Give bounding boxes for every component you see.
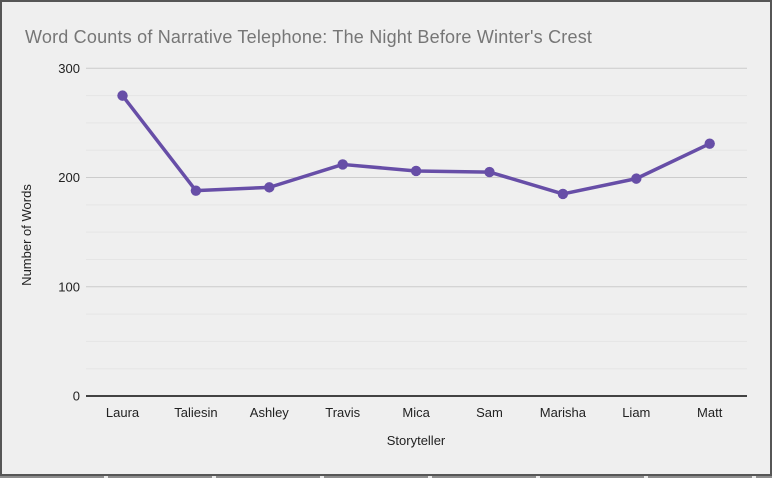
data-point-matt[interactable] <box>704 138 715 149</box>
data-point-liam[interactable] <box>631 173 642 184</box>
data-point-marisha[interactable] <box>557 188 569 200</box>
minor-gridlines <box>86 95 747 370</box>
data-point-mica[interactable] <box>410 165 422 177</box>
series-points <box>117 90 715 200</box>
x-tick-label: Matt <box>697 405 723 420</box>
y-axis-tick-labels: 0 100 200 300 <box>58 61 80 404</box>
sheet-row-sliver <box>0 476 772 478</box>
x-tick-label: Sam <box>476 405 503 420</box>
data-point-ashley[interactable] <box>264 182 275 193</box>
x-tick-label: Ashley <box>250 405 290 420</box>
x-tick-label: Travis <box>325 405 360 420</box>
x-tick-label: Mica <box>402 405 430 420</box>
data-point-travis[interactable] <box>337 159 348 170</box>
x-axis-tick-labels: Laura Taliesin Ashley Travis Mica Sam Marisha L… <box>106 405 723 420</box>
y-tick-label: 200 <box>58 170 80 185</box>
data-point-sam[interactable] <box>484 166 495 178</box>
y-tick-label: 0 <box>73 389 80 404</box>
x-tick-label: Marisha <box>540 405 587 420</box>
y-tick-label: 300 <box>58 61 80 76</box>
series-line <box>120 93 712 196</box>
y-tick-label: 100 <box>58 279 80 294</box>
data-point-taliesin[interactable] <box>190 185 202 196</box>
chart-title: Word Counts of Narrative Telephone: The … <box>25 27 593 47</box>
x-axis-title: Storyteller <box>387 433 446 448</box>
data-point-laura[interactable] <box>117 90 128 101</box>
x-tick-label: Liam <box>622 405 650 420</box>
x-tick-label: Taliesin <box>174 405 217 420</box>
x-tick-label: Laura <box>106 405 140 420</box>
y-axis-title: Number of Words <box>19 184 34 286</box>
